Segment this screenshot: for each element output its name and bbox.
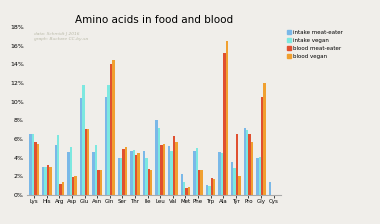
Bar [80, 98, 82, 195]
Bar [95, 145, 97, 195]
Bar [57, 135, 59, 195]
Bar [198, 170, 200, 195]
Bar [208, 185, 211, 195]
Bar [269, 182, 271, 195]
Bar [55, 145, 57, 195]
Bar [249, 134, 251, 195]
Bar [108, 85, 110, 195]
Bar [263, 83, 266, 195]
Bar [150, 170, 152, 195]
Bar [170, 151, 173, 195]
Bar [211, 178, 213, 195]
Bar [143, 151, 145, 195]
Bar [147, 169, 150, 195]
Text: data: Schmidt J 2016
graph: Buckare CC-by-sa: data: Schmidt J 2016 graph: Buckare CC-b… [34, 32, 88, 41]
Bar [213, 179, 215, 195]
Bar [238, 176, 241, 195]
Legend: intake meat-eater, intake vegan, blood meat-eater, blood vegan: intake meat-eater, intake vegan, blood m… [287, 30, 344, 59]
Bar [133, 150, 135, 195]
Bar [82, 85, 85, 195]
Bar [85, 129, 87, 195]
Bar [110, 64, 112, 195]
Bar [70, 147, 72, 195]
Bar [221, 153, 223, 195]
Bar [259, 157, 261, 195]
Bar [44, 167, 47, 195]
Bar [145, 157, 147, 195]
Bar [42, 167, 44, 195]
Bar [231, 162, 233, 195]
Bar [188, 187, 190, 195]
Bar [218, 152, 221, 195]
Bar [117, 159, 120, 195]
Bar [74, 176, 77, 195]
Bar [47, 165, 49, 195]
Bar [59, 184, 62, 195]
Bar [135, 155, 138, 195]
Bar [261, 97, 263, 195]
Bar [185, 188, 188, 195]
Bar [97, 170, 100, 195]
Bar [62, 182, 64, 195]
Bar [125, 147, 127, 195]
Bar [206, 185, 208, 195]
Bar [100, 170, 102, 195]
Bar [251, 142, 253, 195]
Bar [72, 177, 74, 195]
Bar [175, 142, 177, 195]
Bar [155, 120, 158, 195]
Bar [130, 151, 133, 195]
Bar [105, 97, 108, 195]
Title: Amino acids in food and blood: Amino acids in food and blood [75, 15, 233, 25]
Bar [49, 167, 52, 195]
Bar [244, 128, 246, 195]
Bar [223, 53, 226, 195]
Bar [246, 130, 249, 195]
Bar [158, 128, 160, 195]
Bar [168, 146, 170, 195]
Bar [36, 144, 39, 195]
Bar [180, 174, 183, 195]
Bar [29, 134, 32, 195]
Bar [193, 151, 196, 195]
Bar [160, 145, 163, 195]
Bar [163, 144, 165, 195]
Bar [32, 134, 34, 195]
Bar [236, 134, 238, 195]
Bar [67, 152, 70, 195]
Bar [226, 41, 228, 195]
Bar [183, 182, 185, 195]
Bar [122, 149, 125, 195]
Bar [196, 148, 198, 195]
Bar [233, 168, 236, 195]
Bar [112, 60, 115, 195]
Bar [92, 152, 95, 195]
Bar [256, 157, 259, 195]
Bar [173, 136, 175, 195]
Bar [87, 129, 89, 195]
Bar [200, 170, 203, 195]
Bar [138, 153, 140, 195]
Bar [120, 159, 122, 195]
Bar [34, 142, 36, 195]
